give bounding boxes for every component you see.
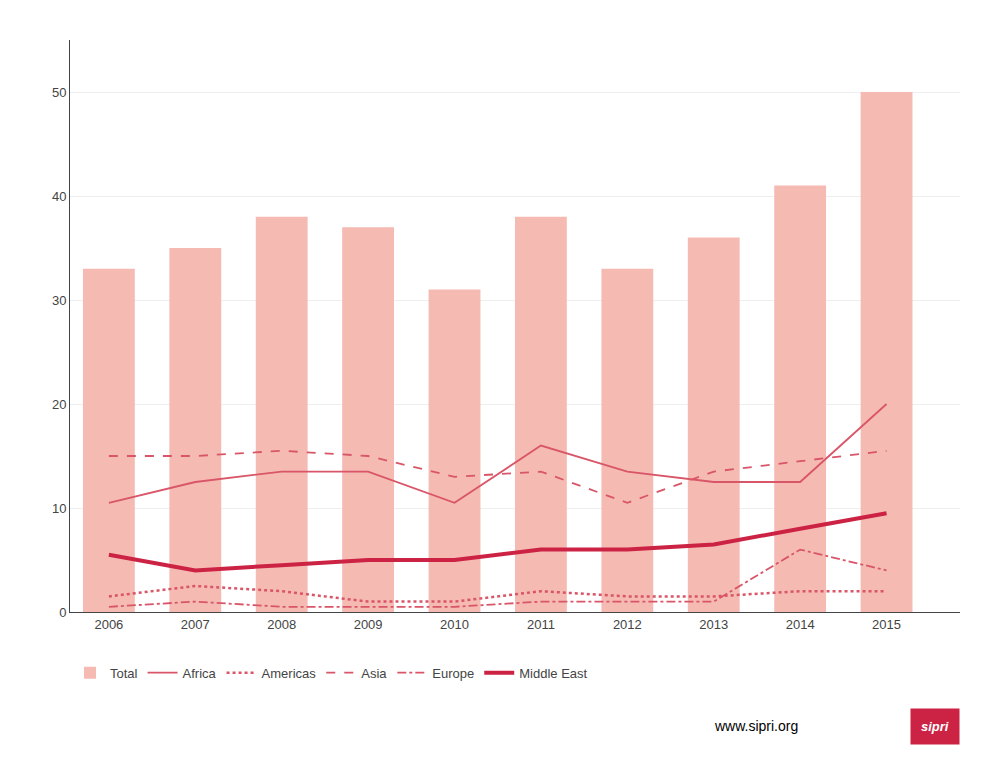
svg-text:50: 50	[52, 85, 66, 100]
svg-text:0: 0	[59, 605, 66, 620]
svg-text:2007: 2007	[181, 617, 210, 632]
svg-text:40: 40	[52, 189, 66, 204]
svg-text:2009: 2009	[354, 617, 383, 632]
svg-text:2015: 2015	[872, 617, 901, 632]
svg-text:Africa: Africa	[183, 666, 217, 681]
svg-text:30: 30	[52, 293, 66, 308]
svg-text:20: 20	[52, 397, 66, 412]
svg-text:sipri: sipri	[921, 719, 949, 734]
svg-text:Middle East: Middle East	[519, 666, 587, 681]
svg-text:Asia: Asia	[361, 666, 387, 681]
svg-text:2013: 2013	[699, 617, 728, 632]
svg-text:2010: 2010	[440, 617, 469, 632]
svg-text:10: 10	[52, 501, 66, 516]
svg-text:2008: 2008	[267, 617, 296, 632]
svg-text:2012: 2012	[613, 617, 642, 632]
svg-text:Europe: Europe	[432, 666, 474, 681]
svg-text:2006: 2006	[94, 617, 123, 632]
svg-text:Total: Total	[110, 666, 138, 681]
svg-text:Americas: Americas	[262, 666, 317, 681]
svg-text:2011: 2011	[527, 617, 555, 632]
svg-text:www.sipri.org: www.sipri.org	[714, 718, 798, 734]
svg-text:2014: 2014	[786, 617, 815, 632]
